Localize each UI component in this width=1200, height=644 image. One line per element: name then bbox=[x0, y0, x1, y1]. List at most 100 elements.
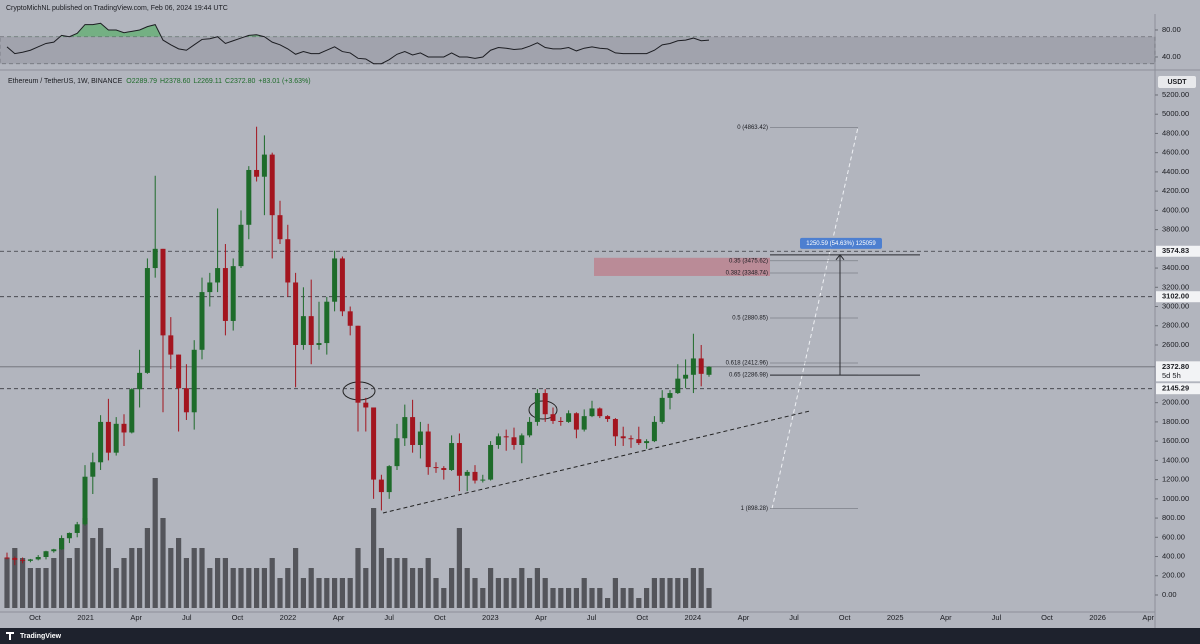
x-tick-label: Jul bbox=[384, 613, 394, 622]
candle-body bbox=[20, 559, 26, 561]
volume-bar bbox=[347, 578, 353, 608]
candle-body bbox=[472, 471, 478, 481]
candle-body bbox=[300, 316, 306, 345]
candle-body bbox=[597, 408, 603, 417]
supply-zone bbox=[594, 257, 770, 276]
candle-body bbox=[176, 354, 182, 389]
volume-bar bbox=[82, 518, 88, 608]
y-tick-label: 3400.00 bbox=[1162, 263, 1189, 272]
volume-bar bbox=[402, 558, 408, 608]
x-tick-label: Oct bbox=[29, 613, 42, 622]
candle-body bbox=[269, 154, 275, 216]
y-tick-label: 0.00 bbox=[1162, 590, 1177, 599]
x-tick-label: Apr bbox=[940, 613, 952, 622]
candle-body bbox=[402, 417, 408, 439]
legend: Ethereum / TetherUS, 1W, BINANCE O2289.79… bbox=[8, 78, 311, 85]
y-tick-label: 1800.00 bbox=[1162, 417, 1189, 426]
y-tick-label: 2000.00 bbox=[1162, 398, 1189, 407]
volume-bar bbox=[12, 548, 18, 608]
x-tick-label: Jul bbox=[789, 613, 799, 622]
volume-bar bbox=[168, 548, 174, 608]
candle-body bbox=[12, 557, 18, 560]
volume-bar bbox=[628, 588, 634, 608]
rsi-overbought-fill bbox=[60, 23, 265, 37]
price-level-box bbox=[1156, 361, 1200, 382]
candle-body bbox=[207, 282, 213, 293]
ohlc: C2372.80 bbox=[225, 78, 255, 85]
volume-bar bbox=[581, 578, 587, 608]
y-tick-label: 2800.00 bbox=[1162, 321, 1189, 330]
candle-body bbox=[456, 443, 462, 476]
y-tick-label: 3200.00 bbox=[1162, 282, 1189, 291]
candle-body bbox=[152, 248, 158, 269]
footer-brand: TradingView bbox=[20, 633, 62, 640]
candle-body bbox=[651, 421, 657, 442]
volume-bar bbox=[308, 568, 314, 608]
candle-body bbox=[659, 397, 665, 422]
x-tick-label: Jul bbox=[182, 613, 192, 622]
measure-box bbox=[800, 237, 882, 249]
y-tick-label: 2600.00 bbox=[1162, 340, 1189, 349]
volume-bar bbox=[27, 568, 33, 608]
candle-body bbox=[238, 224, 244, 267]
candle-body bbox=[308, 316, 314, 345]
candle-body bbox=[495, 436, 501, 445]
x-tick-label: Apr bbox=[130, 613, 142, 622]
volume-bar bbox=[98, 528, 104, 608]
candle-body bbox=[690, 358, 696, 375]
volume-bar bbox=[324, 578, 330, 608]
volume-bar bbox=[74, 548, 80, 608]
volume-bar bbox=[425, 558, 431, 608]
volume-bar bbox=[503, 578, 509, 608]
candle-body bbox=[698, 358, 704, 374]
x-tick-label: 2021 bbox=[77, 613, 94, 622]
candle-body bbox=[464, 471, 470, 476]
volume-bar bbox=[605, 598, 611, 608]
y-tick-label: 1600.00 bbox=[1162, 436, 1189, 445]
candle-body bbox=[636, 439, 642, 444]
price-level-label: 3574.83 bbox=[1162, 246, 1189, 255]
candle-body bbox=[105, 421, 111, 453]
volume-bar bbox=[121, 558, 127, 608]
volume-bar bbox=[667, 578, 673, 608]
candle-body bbox=[503, 436, 509, 438]
x-tick-label: 2024 bbox=[684, 613, 701, 622]
y-tick-label: 3000.00 bbox=[1162, 302, 1189, 311]
volume-bar bbox=[566, 588, 572, 608]
ohlc: H2378.60 bbox=[160, 78, 190, 85]
volume-bar bbox=[355, 548, 361, 608]
candle-body bbox=[277, 215, 283, 240]
y-tick-label: 1200.00 bbox=[1162, 475, 1189, 484]
ohlc: O2289.79 bbox=[126, 78, 157, 85]
x-tick-label: Oct bbox=[232, 613, 245, 622]
price-level-box bbox=[1156, 245, 1200, 257]
candle-body bbox=[230, 266, 236, 321]
volume-bar bbox=[675, 578, 681, 608]
candle-body bbox=[644, 441, 650, 444]
currency-box bbox=[1158, 76, 1196, 88]
x-tick-label: Jul bbox=[992, 613, 1002, 622]
y-tick-label: 200.00 bbox=[1162, 571, 1185, 580]
volume-bar bbox=[207, 568, 213, 608]
volume-bar bbox=[698, 568, 704, 608]
candle-body bbox=[191, 349, 197, 413]
y-tick-label: 400.00 bbox=[1162, 552, 1185, 561]
candle-body bbox=[129, 389, 135, 433]
logo bbox=[6, 632, 14, 640]
candle-body bbox=[519, 435, 525, 445]
volume-bar bbox=[659, 578, 665, 608]
candle-body bbox=[98, 421, 104, 463]
price-level-label: 3102.00 bbox=[1162, 292, 1189, 301]
y-tick-label: 800.00 bbox=[1162, 513, 1185, 522]
volume-bar bbox=[4, 558, 10, 608]
y-tick-label: 4000.00 bbox=[1162, 205, 1189, 214]
measure-label: 1250.59 (54.63%) 125059 bbox=[806, 241, 876, 247]
volume-bar bbox=[254, 568, 260, 608]
x-tick-label: Oct bbox=[434, 613, 447, 622]
x-tick-label: 2025 bbox=[887, 613, 904, 622]
volume-bar bbox=[261, 568, 267, 608]
volume-bar bbox=[215, 558, 221, 608]
candle-body bbox=[573, 413, 579, 430]
y-tick-label: 5000.00 bbox=[1162, 109, 1189, 118]
